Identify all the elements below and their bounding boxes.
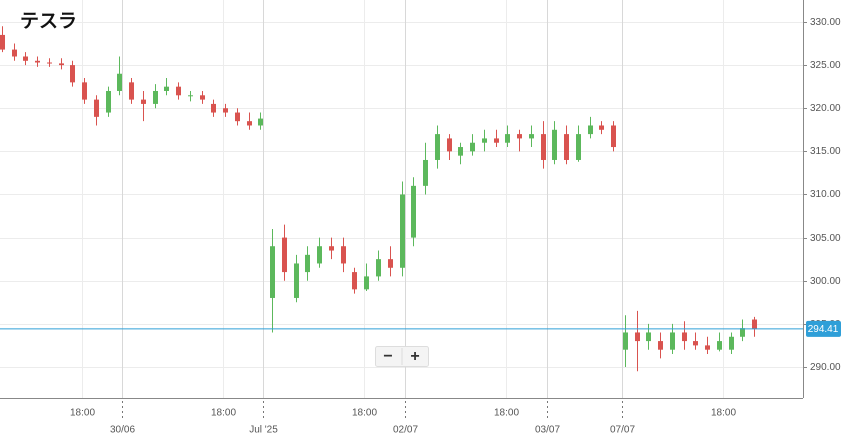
candle-body	[717, 341, 722, 350]
candle-body	[447, 138, 452, 152]
candle-body	[294, 263, 299, 298]
candle-body	[129, 82, 134, 100]
y-tick-label: 305.00	[810, 233, 841, 244]
candle-body	[458, 147, 463, 156]
candle-body	[164, 86, 169, 91]
y-tick-label: 315.00	[810, 146, 841, 157]
candle-body	[200, 95, 205, 100]
x-tick-label: 18:00	[711, 408, 736, 419]
candle-body	[482, 138, 487, 143]
candle-body	[282, 237, 287, 273]
candle-body	[329, 246, 334, 251]
last-price-box	[806, 320, 841, 337]
candle-body	[188, 95, 193, 97]
candle-body	[82, 82, 87, 100]
candle-body	[176, 86, 181, 96]
candle-body	[117, 73, 122, 91]
candle-body	[235, 112, 240, 122]
candle-body	[376, 259, 381, 277]
candle-body	[740, 328, 745, 337]
candle-body	[258, 118, 263, 126]
candle-body	[517, 134, 522, 139]
candle-body	[588, 125, 593, 135]
last-price-label: 294.41	[808, 324, 839, 335]
candle-body	[23, 56, 28, 61]
candle-body	[400, 194, 405, 268]
candle-body	[564, 134, 569, 160]
candle-body	[352, 272, 357, 290]
candle-body	[541, 134, 546, 160]
chart-title: テスラ	[20, 11, 77, 32]
candle-body	[106, 90, 111, 113]
candle-body	[247, 121, 252, 126]
x-tick-label: 18:00	[352, 408, 377, 419]
y-tick-label: 325.00	[810, 60, 841, 71]
candle-body	[552, 129, 557, 160]
candle-body	[729, 336, 734, 350]
candle-body	[470, 142, 475, 152]
date-tick-label: 02/07	[393, 425, 418, 436]
candle-body	[599, 125, 604, 130]
candle-body	[0, 34, 5, 50]
x-tick-label: 18:00	[211, 408, 236, 419]
date-tick-label: 07/07	[610, 425, 635, 436]
candle-body	[682, 332, 687, 342]
candle-body	[47, 62, 52, 64]
y-tick-label: 290.00	[810, 362, 841, 373]
zoom-out[interactable]: −	[383, 348, 392, 365]
y-tick-label: 320.00	[810, 103, 841, 114]
candle-body	[94, 99, 99, 117]
candle-body	[153, 90, 158, 104]
x-tick-label: 18:00	[70, 408, 95, 419]
candle-body	[305, 254, 310, 273]
candle-body	[70, 65, 75, 83]
candle-body	[341, 246, 346, 264]
candle-body	[693, 341, 698, 346]
candle-body	[59, 63, 64, 66]
candle-body	[494, 138, 499, 143]
candle-body	[576, 134, 581, 160]
candle-body	[435, 134, 440, 160]
candle-body	[505, 134, 510, 143]
candle-body	[635, 332, 640, 342]
candles	[0, 26, 757, 372]
candle-body	[211, 103, 216, 113]
candle-body	[670, 332, 675, 350]
candle-body	[388, 259, 393, 268]
candle-body	[141, 99, 146, 104]
candle-body	[658, 341, 663, 350]
candle-body	[623, 332, 628, 350]
date-tick-label: Jul '25	[249, 425, 278, 436]
date-tick-label: 30/06	[110, 425, 135, 436]
zoom-in[interactable]: +	[410, 348, 419, 365]
y-tick-label: 300.00	[810, 276, 841, 287]
candle-body	[364, 276, 369, 290]
candle-body	[705, 345, 710, 350]
y-tick-label: 330.00	[810, 17, 841, 28]
y-tick-label: 310.00	[810, 189, 841, 200]
candle-body	[411, 185, 416, 238]
candle-body	[611, 125, 616, 148]
candle-body	[223, 108, 228, 113]
candle-body	[12, 49, 17, 57]
candle-body	[317, 246, 322, 264]
candle-body	[270, 246, 275, 298]
x-tick-label: 18:00	[494, 408, 519, 419]
zoom-controls: − +	[375, 346, 429, 367]
candle-body	[35, 60, 40, 63]
date-tick-label: 03/07	[535, 425, 560, 436]
candle-body	[752, 319, 757, 329]
candle-body	[423, 159, 428, 186]
candle-body	[646, 332, 651, 342]
candle-body	[529, 134, 534, 139]
